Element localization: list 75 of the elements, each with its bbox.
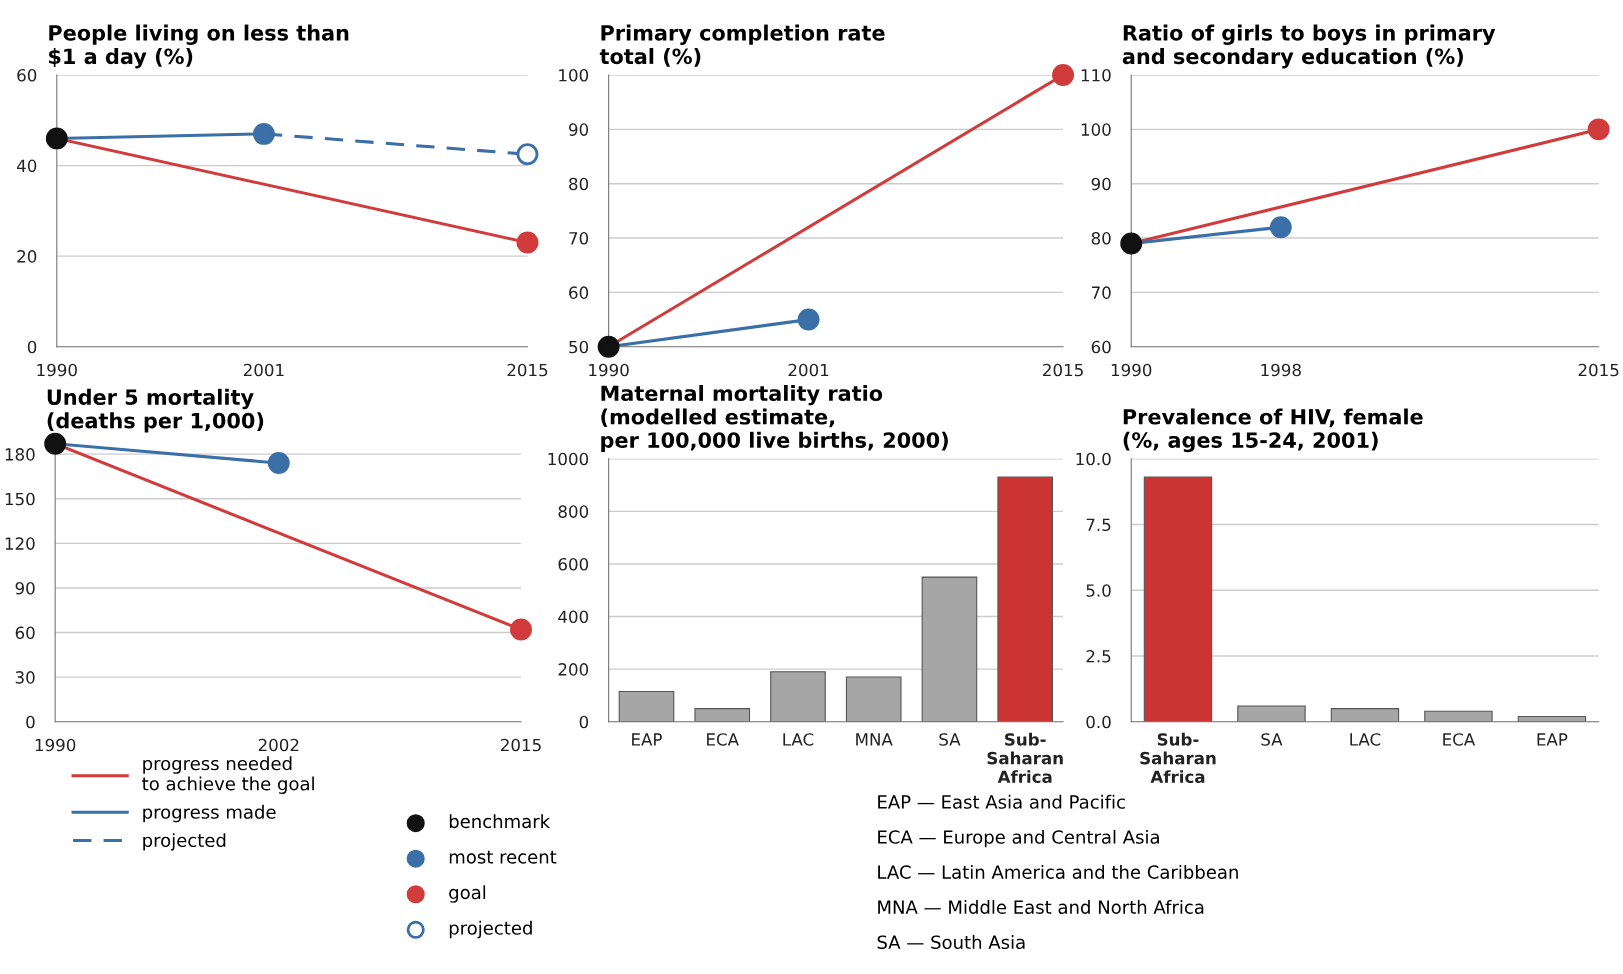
chart-title: Maternal mortality ratio (modelled estimate, per 100,000 live births, 2000) [601,384,948,452]
y-tick-label: 5.0 [1086,584,1111,597]
y-tick-label: 60 [15,626,35,640]
chart-title: Under 5 mortality (deaths per 1,000) [47,388,264,433]
x-tick-label: 2001 [243,363,284,377]
x-tick-label: 2002 [258,738,299,752]
y-tick-label: 50 [569,340,589,354]
x-tick-label: SA [1261,733,1283,746]
y-tick-label: 0 [579,715,589,729]
y-tick-label: 70 [569,232,589,245]
x-tick-label: 1990 [37,363,77,377]
text: MNA — Middle East and North Africa [878,900,1204,914]
text: EAP — East Asia and Pacific [878,794,1125,809]
x-tick-label: 2015 [507,363,548,377]
x-tick-label: Sub- Saharan Africa [1140,732,1216,784]
x-tick-label: EAP [1537,733,1568,746]
x-tick-label: 2015 [1578,363,1619,377]
y-tick-label: 150 [5,492,35,506]
x-tick-label: 1998 [1261,363,1301,377]
y-tick-label: 7.5 [1086,518,1111,532]
y-tick-label: 90 [1091,177,1111,191]
y-tick-label: 40 [16,159,37,173]
y-tick-label: 100 [1081,123,1111,136]
x-tick-label: LAC [1350,733,1381,746]
y-tick-label: 110 [1081,68,1111,82]
y-tick-label: 60 [569,286,589,299]
x-tick-label: 1990 [1111,363,1152,377]
text: SA — South Asia [877,935,1025,950]
y-tick-label: 90 [15,581,35,595]
chart-title: Prevalence of HIV, female (%, ages 15-24, 2001) [1123,408,1423,453]
x-tick-label: 2015 [501,738,541,752]
y-tick-label: 80 [1091,232,1111,245]
y-tick-label: 0 [27,340,37,354]
y-tick-label: 100 [559,68,589,82]
chart-title: Primary completion rate total (%) [599,24,885,67]
x-tick-label: LAC [783,733,814,746]
x-tick-label: 2001 [788,363,829,377]
legend-label: goal [449,885,486,903]
y-tick-label: 90 [569,123,589,136]
legend-label: progress needed to achieve the goal [142,756,314,794]
x-tick-label: ECA [707,733,739,746]
y-tick-label: 80 [569,177,589,191]
x-tick-label: 1990 [589,363,629,377]
y-tick-label: 10.0 [1076,452,1111,466]
legend-label: benchmark [449,814,551,829]
y-tick-label: 120 [5,537,35,550]
legend-label: progress made [143,804,276,823]
y-tick-label: 180 [5,448,35,461]
text: LAC — Latin America and the Caribbean [878,864,1238,879]
y-tick-label: 200 [558,663,589,676]
y-tick-label: 800 [558,505,589,518]
x-tick-label: SA [939,733,961,746]
x-tick-label: 1990 [35,738,76,752]
y-tick-label: 0.0 [1086,715,1111,729]
x-tick-label: ECA [1443,733,1476,746]
y-tick-label: 400 [558,610,589,624]
y-tick-label: 2.5 [1086,649,1111,663]
x-tick-label: EAP [632,733,662,746]
text: ECA — Europe and Central Asia [878,829,1159,848]
y-tick-label: 60 [17,68,37,82]
y-tick-label: 70 [1091,286,1111,299]
x-tick-label: MNA [856,733,893,746]
legend-label: projected [143,833,226,851]
chart-title: People living on less than $1 a day (%) [49,24,349,69]
chart-title: Ratio of girls to boys in primary and secondary education (%) [1122,24,1496,69]
legend-label: projected [449,920,532,939]
y-tick-label: 600 [558,557,589,571]
y-tick-label: 30 [15,671,35,684]
y-tick-label: 0 [26,715,35,729]
y-tick-label: 60 [1091,340,1111,354]
y-tick-label: 1000 [548,452,589,466]
y-tick-label: 20 [17,250,37,263]
x-tick-label: 2015 [1043,363,1083,377]
legend-label: most recent [449,850,557,864]
x-tick-label: Sub- Saharan Africa [987,732,1063,784]
